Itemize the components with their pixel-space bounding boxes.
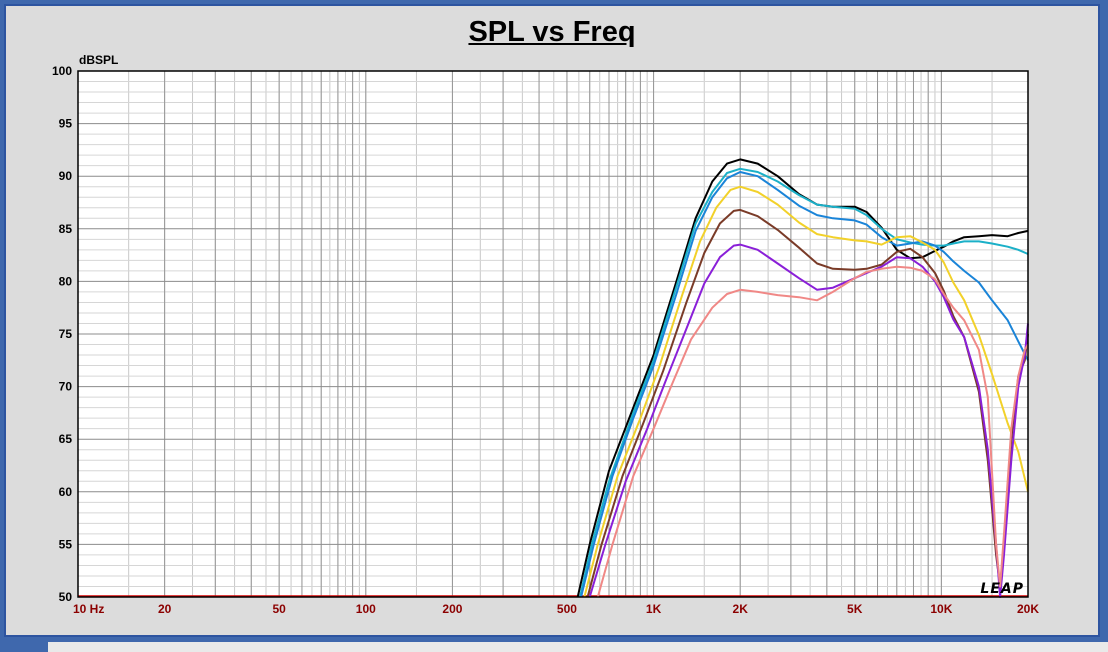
- series-line-4: [583, 185, 1029, 598]
- y-tick-label: 85: [59, 222, 73, 236]
- x-tick-label: 100: [356, 602, 376, 616]
- y-axis-label: dBSPL: [79, 53, 118, 67]
- plot-border: [77, 70, 1029, 598]
- x-tick-label: 50: [272, 602, 286, 616]
- y-tick-label: 80: [59, 274, 73, 288]
- chart-title: SPL vs Freq: [468, 16, 636, 48]
- x-tick-label: 2K: [733, 602, 749, 616]
- x-tick-label: 5K: [847, 602, 863, 616]
- y-tick-label: 55: [59, 537, 73, 551]
- leap-watermark: LEAP: [980, 581, 1024, 597]
- x-tick-label: 10 Hz: [73, 602, 104, 616]
- x-tick-label: 200: [442, 602, 462, 616]
- series-line-2: [579, 167, 1029, 598]
- x-tick-label: 1K: [646, 602, 662, 616]
- y-tick-label: 50: [59, 590, 73, 604]
- x-tick-label: 20K: [1017, 602, 1039, 616]
- y-tick-label: 60: [59, 485, 73, 499]
- y-tick-label: 70: [59, 380, 73, 394]
- x-axis-ticks: 10 Hz 20 50 100 200 500 1K 2K 5K 10K 20K: [73, 602, 1039, 616]
- y-tick-label: 100: [52, 64, 72, 78]
- y-axis-ticks: 100 95 90 85 80 75 70 65 60 55 50: [52, 64, 72, 604]
- series-line-7: [596, 265, 1029, 598]
- y-tick-label: 75: [59, 327, 73, 341]
- series-layer: [576, 158, 1029, 598]
- series-line-1: [576, 158, 1029, 598]
- x-tick-label: 500: [557, 602, 577, 616]
- bottom-strip: [0, 640, 1108, 652]
- y-tick-label: 90: [59, 169, 73, 183]
- series-line-3: [580, 171, 1029, 598]
- y-tick-label: 65: [59, 432, 73, 446]
- y-tick-label: 95: [59, 117, 73, 131]
- x-tick-label: 10K: [930, 602, 952, 616]
- x-tick-label: 20: [158, 602, 172, 616]
